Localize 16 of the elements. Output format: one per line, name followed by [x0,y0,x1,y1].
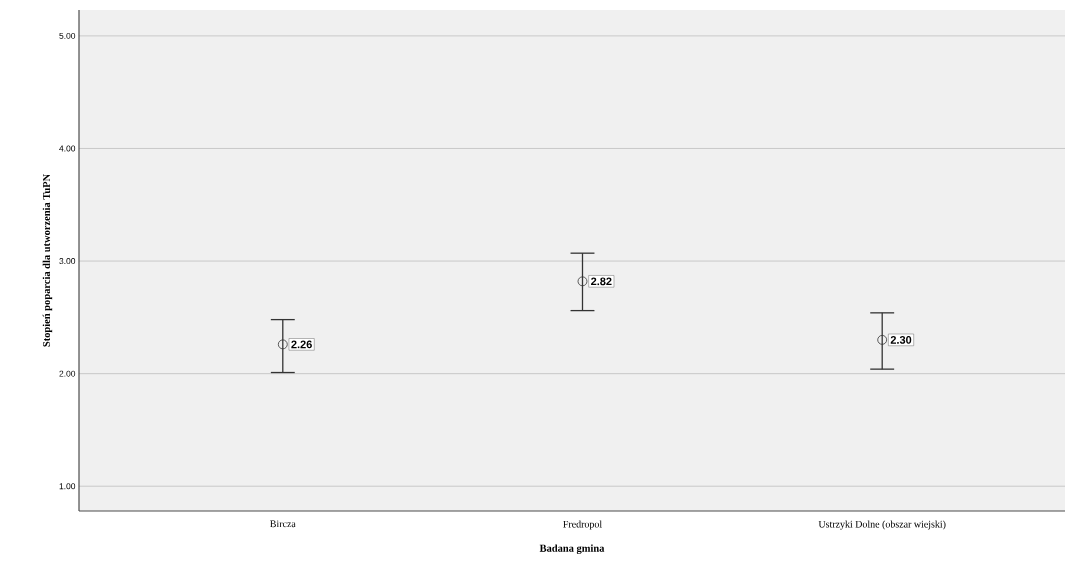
point [877,334,888,345]
x-tick-label: Bircza [270,520,296,528]
y-tick-label: 4.00 [59,145,76,152]
data-label: 2.30 [890,335,912,344]
point [577,276,588,287]
y-tick-label: 2.00 [59,370,76,377]
y-tick-label: 5.00 [59,32,76,39]
y-tick-label: 3.00 [59,258,76,265]
y-tick-label: 1.00 [59,483,76,490]
y-axis-title: Stopień poparcia dla utworzenia TuPN [42,174,53,347]
x-tick-label: Ustrzyki Dolne (obszar wiejski) [818,520,946,530]
x-axis-title: Badana gmina [539,544,605,554]
data-label: 2.26 [291,340,312,349]
data-label: 2.82 [591,277,612,286]
point [277,339,288,350]
x-tick-label: Fredropol [563,520,602,530]
